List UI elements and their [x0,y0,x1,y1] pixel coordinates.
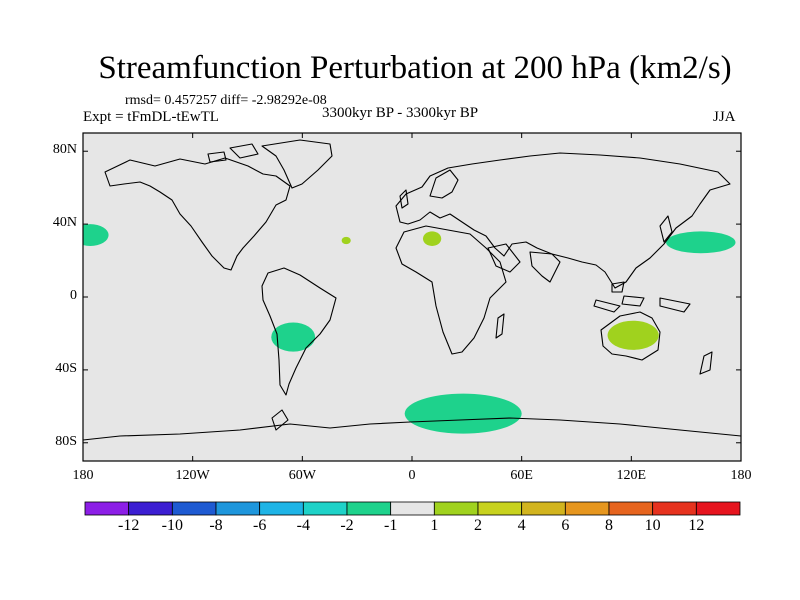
coastline-africa [395,225,507,355]
coastline-south-america [261,267,337,396]
x-tick-label: 120E [616,468,647,483]
y-tick-label: 40S [55,360,77,376]
colorbar-label: 6 [561,517,570,534]
colorbar-swatch [477,501,523,516]
coastline-india [529,251,561,283]
coastline-australia [600,311,661,361]
colorbar-label: 10 [644,517,661,534]
colorbar-label: 1 [430,517,439,534]
colorbar-label: -8 [209,517,223,534]
x-tick-label: 0 [408,468,416,483]
colorbar-swatch [652,501,697,516]
y-tick-label: 0 [70,288,77,303]
coastline-new-zealand [699,351,713,375]
coastline-british-isles [399,189,409,209]
colorbar-swatch [433,501,479,516]
colorbar-swatch [390,501,435,516]
colorbar-label: 4 [517,517,526,534]
anomaly-atlantic-small-positive [341,236,351,245]
colorbar-label: -12 [117,517,140,534]
coastline-japan [659,215,673,243]
colorbar-swatch [128,501,173,516]
colorbar-swatch [302,501,348,516]
colorbar-label: -4 [296,517,310,534]
season-label: JJA [713,109,736,125]
colorbar-label: -1 [383,517,398,534]
colorbar-label: -2 [340,517,354,534]
colorbar-swatch [521,501,566,516]
coastline-madagascar [495,313,505,339]
tick-marks [82,133,742,461]
coastline-arctic-islands [207,143,259,163]
y-tick-label: 80N [52,142,77,158]
coastline-arabia [487,243,521,273]
map-title: Streamfunction Perturbation at 200 hPa (… [98,50,732,86]
colorbar-swatch [564,501,610,516]
period-label: 3300kyr BP - 3300kyr BP [322,105,479,121]
coastline-indonesia [593,281,691,313]
x-tick-label: 180 [730,468,752,483]
anomaly-south-america-negative [271,322,316,352]
anomaly-west-pacific-negative [666,231,736,254]
colorbar-swatch [259,501,304,516]
x-tick-label: 180 [72,468,94,483]
colorbar-label: -10 [161,517,183,534]
anomaly-southern-ocean-negative [404,393,522,434]
experiment-label: Expt = tFmDL-tEwTL [83,109,219,125]
anomaly-australia-positive [607,320,659,350]
colorbar-label: 8 [605,517,613,534]
colorbar-label: -6 [252,517,267,534]
colorbar-label: 2 [474,517,482,534]
colorbar-swatch [171,501,217,516]
colorbar-swatch [84,501,130,516]
coastline-antarctica [83,417,741,441]
coastline-eurasia [395,152,731,289]
stats-text: rmsd= 0.457257 diff= -2.98292e-08 [125,93,327,108]
x-tick-label: 120W [175,468,210,483]
anomaly-north-pacific-east-negative [83,224,109,246]
anomaly-mediterranean-positive [422,231,442,246]
y-tick-label: 40N [52,215,77,231]
colorbar-swatch [695,501,741,516]
colorbar-swatch [346,501,392,516]
anomaly-layer [83,224,736,434]
coastline-scandinavia [429,169,459,199]
coastline-layer [83,139,741,441]
coastline-greenland [261,139,333,189]
colorbar-swatch [608,501,654,516]
y-tick-label: 80S [55,433,77,449]
colorbar-swatch [215,501,261,516]
x-tick-label: 60E [510,468,533,483]
colorbar [84,501,741,516]
colorbar-label: 12 [688,517,705,534]
coastline-north-america [104,157,291,271]
coastline-antarctic-peninsula [271,409,289,431]
x-tick-label: 60W [288,468,316,483]
